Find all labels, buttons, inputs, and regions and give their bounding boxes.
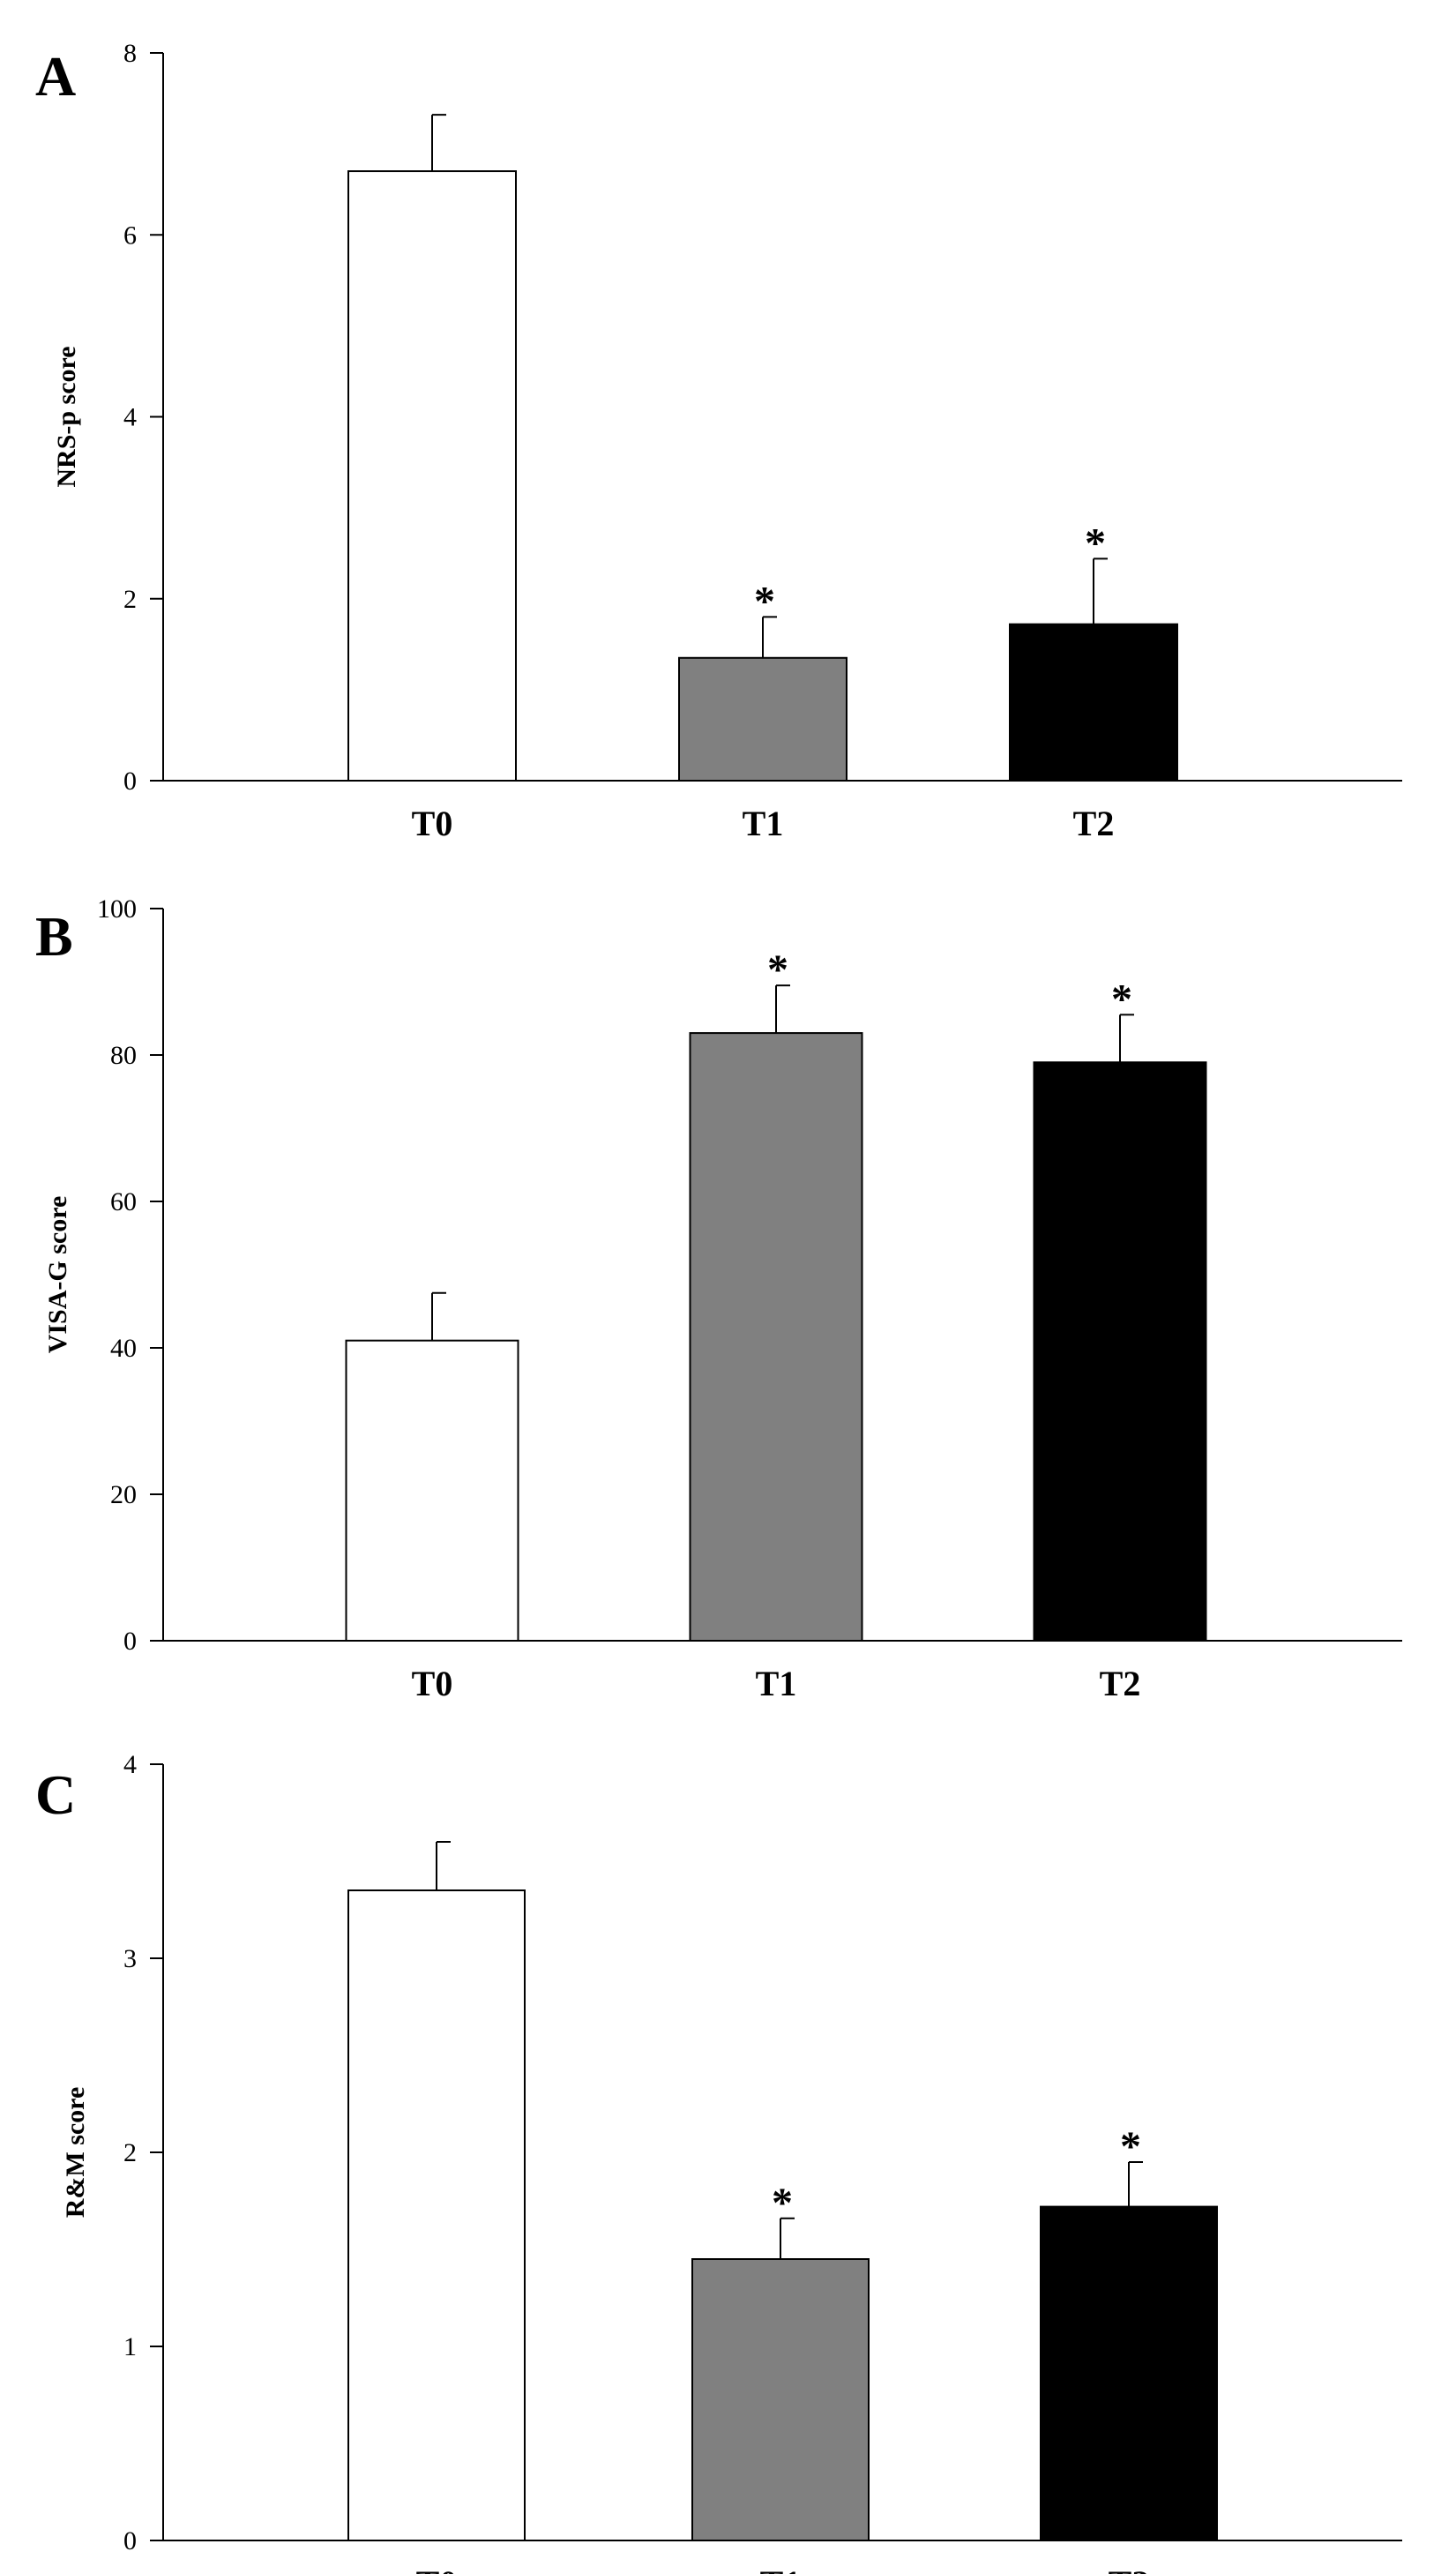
y-tick-label: 0 [123,2526,137,2555]
x-tick-label-t0: T0 [412,1664,453,1703]
x-tick-label-t1: T1 [743,804,784,843]
x-tick-label-t2: T2 [1100,1664,1141,1703]
x-tick-label-t1: T1 [760,2563,802,2574]
y-tick-label: 100 [97,894,137,924]
significance-marker: * [1120,2123,1141,2170]
bar-t1 [691,2258,870,2541]
x-tick-label-t0: T0 [416,2563,458,2574]
x-tick-label-t2: T2 [1073,804,1115,843]
y-tick-label: 0 [123,1627,137,1656]
y-axis-title: VISA-G score [43,1196,72,1354]
y-tick-label: 2 [123,2138,137,2167]
significance-marker: * [1111,976,1132,1022]
panel-letter: C [35,1763,76,1826]
x-tick-label-t0: T0 [412,804,453,843]
chart-panel-a: A 0 2 4 6 8 NRS-p score T0 * T1 * T2 [35,39,1402,843]
x-tick-label-t1: T1 [756,1664,797,1703]
y-tick-label: 80 [110,1041,137,1070]
y-tick-label: 3 [123,1944,137,1973]
y-tick-label: 2 [123,585,137,614]
y-tick-label: 20 [110,1480,137,1509]
bar-t0 [347,1889,526,2541]
y-tick-label: 60 [110,1187,137,1216]
bar-t2 [1009,623,1178,782]
x-tick-label-t2: T2 [1109,2563,1150,2574]
bar-t2 [1040,2205,1218,2542]
y-axis-title: R&M score [61,2087,90,2219]
panel-letter: A [35,45,76,108]
chart-panel-b: B 0 20 40 60 80 100 VISA-G score T0 * T1 * T2 [35,894,1402,1703]
y-tick-label: 4 [123,403,137,432]
y-tick-label: 8 [123,39,137,68]
significance-marker: * [767,947,788,993]
chart-panel-c: C 0 1 2 3 4 R&M score T0 * T1 * T2 [35,1750,1402,2574]
significance-marker: * [1085,520,1106,566]
panel-letter: B [35,905,73,968]
bar-t1 [689,1032,863,1642]
bar-t1 [678,656,847,782]
bar-t2 [1033,1061,1207,1642]
y-tick-label: 40 [110,1334,137,1363]
bar-t0 [345,1339,519,1642]
y-tick-label: 0 [123,767,137,796]
y-tick-label: 4 [123,1750,137,1779]
significance-marker: * [772,2180,793,2226]
y-tick-label: 1 [123,2332,137,2361]
y-axis-title: NRS-p score [52,346,81,487]
significance-marker: * [754,578,775,625]
bar-t0 [347,170,517,782]
y-tick-label: 6 [123,221,137,250]
